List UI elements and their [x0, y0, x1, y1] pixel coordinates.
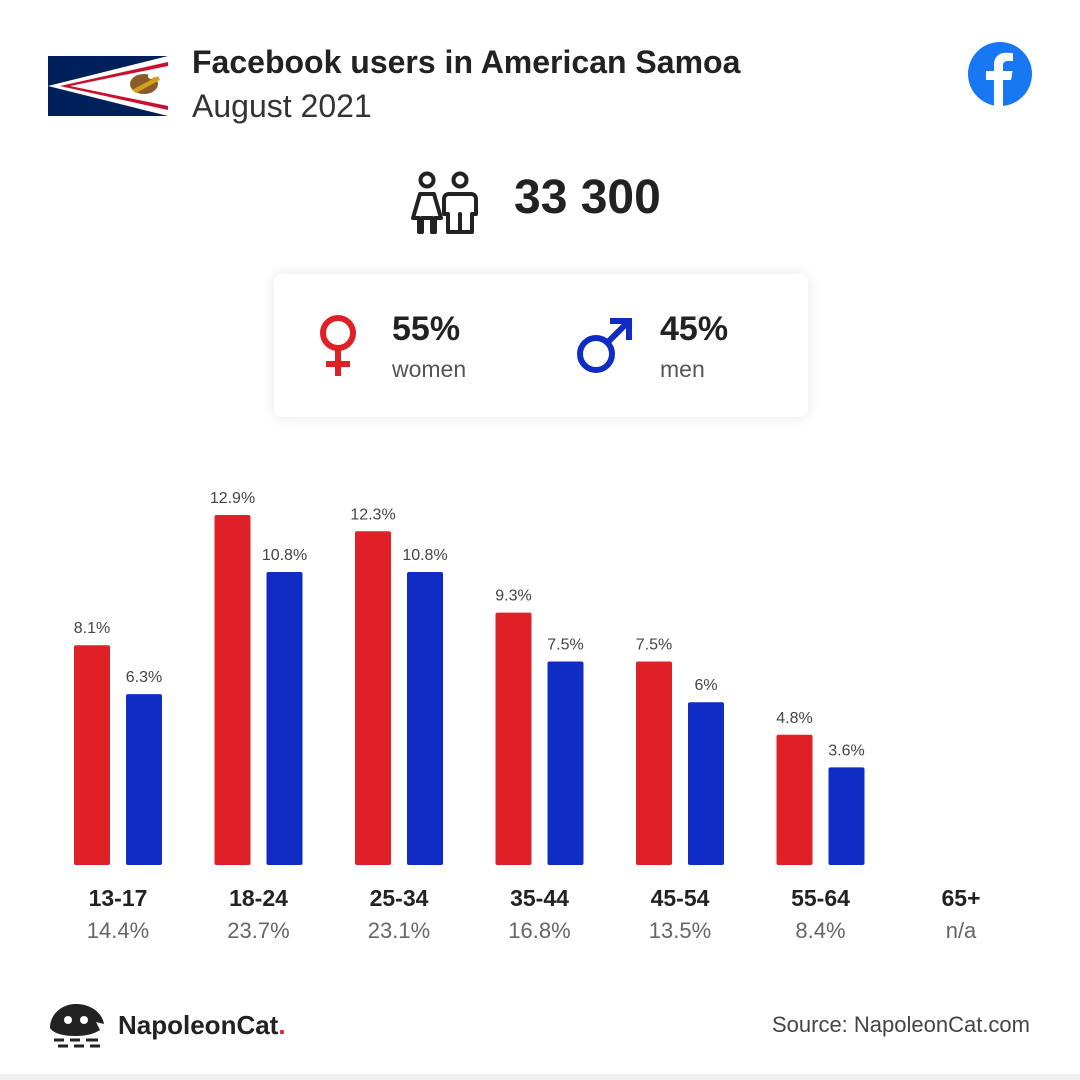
bar-women-35-44 — [495, 612, 532, 865]
women-percentage: 55% — [392, 310, 461, 348]
bar-men-35-44 — [547, 661, 584, 865]
age-gender-bar-chart: 8.1% 6.3% 13-17 14.4% 12.9% 10.8% 18-24 23.7% 12… — [74, 490, 981, 943]
category-label-35-44: 35-44 — [510, 885, 569, 911]
bar-value-label-women-45-54: 7.5% — [636, 637, 672, 654]
bar-value-label-women-35-44: 9.3% — [495, 588, 531, 605]
bar-men-13-17 — [126, 694, 162, 865]
total-users: 33 300 — [514, 171, 661, 224]
napoleoncat-logo — [50, 1004, 104, 1048]
bar-men-55-64 — [828, 767, 865, 865]
bar-women-55-64 — [776, 734, 813, 865]
chart-title: Facebook users in American Samoa — [192, 44, 741, 80]
category-total-35-44: 16.8% — [508, 918, 570, 943]
bar-women-45-54 — [636, 661, 672, 865]
category-total-25-34: 23.1% — [368, 918, 430, 943]
bar-value-label-women-25-34: 12.3% — [350, 506, 395, 523]
facebook-logo-icon — [968, 42, 1032, 106]
source-credit: Source: NapoleonCat.com — [771, 1012, 1030, 1037]
bar-value-label-women-13-17: 8.1% — [74, 620, 110, 637]
bar-value-label-men-55-64: 3.6% — [828, 742, 864, 759]
bar-value-label-men-45-54: 6% — [694, 677, 717, 694]
category-total-18-24: 23.7% — [227, 918, 289, 943]
category-label-25-34: 25-34 — [370, 885, 429, 911]
american-samoa-flag — [48, 56, 168, 116]
brand-name: NapoleonCat. — [118, 1010, 286, 1041]
bar-value-label-men-13-17: 6.3% — [126, 669, 162, 686]
category-label-13-17: 13-17 — [89, 885, 148, 911]
category-total-13-17: 14.4% — [87, 918, 149, 943]
men-percentage: 45% — [660, 310, 729, 348]
category-label-18-24: 18-24 — [229, 885, 288, 911]
category-total-55-64: 8.4% — [795, 918, 845, 943]
bar-men-45-54 — [688, 702, 724, 865]
category-total-65+: n/a — [946, 918, 977, 943]
bar-value-label-men-35-44: 7.5% — [547, 637, 583, 654]
brand-name-text: NapoleonCat — [118, 1010, 279, 1040]
bar-women-18-24 — [214, 515, 251, 865]
gender-split-card: 55% women 45% men — [274, 274, 808, 417]
bar-women-25-34 — [355, 531, 391, 865]
bar-value-label-men-25-34: 10.8% — [402, 547, 447, 564]
women-label: women — [392, 356, 467, 382]
bar-men-25-34 — [407, 571, 443, 865]
female-symbol-icon — [320, 315, 356, 376]
bar-value-label-women-55-64: 4.8% — [776, 710, 812, 727]
bar-women-13-17 — [74, 645, 110, 865]
category-label-45-54: 45-54 — [651, 885, 710, 911]
bar-value-label-men-18-24: 10.8% — [262, 547, 307, 564]
bottom-strip — [0, 1074, 1080, 1080]
male-symbol-icon — [577, 318, 632, 373]
category-label-65+: 65+ — [941, 885, 980, 911]
brand-dot: . — [278, 1010, 286, 1040]
men-label: men — [660, 356, 705, 382]
chart-subtitle: August 2021 — [192, 88, 372, 124]
category-total-45-54: 13.5% — [649, 918, 711, 943]
category-label-55-64: 55-64 — [791, 885, 850, 911]
bar-men-18-24 — [266, 571, 303, 865]
bar-value-label-women-18-24: 12.9% — [210, 490, 255, 507]
people-icon — [411, 171, 478, 234]
